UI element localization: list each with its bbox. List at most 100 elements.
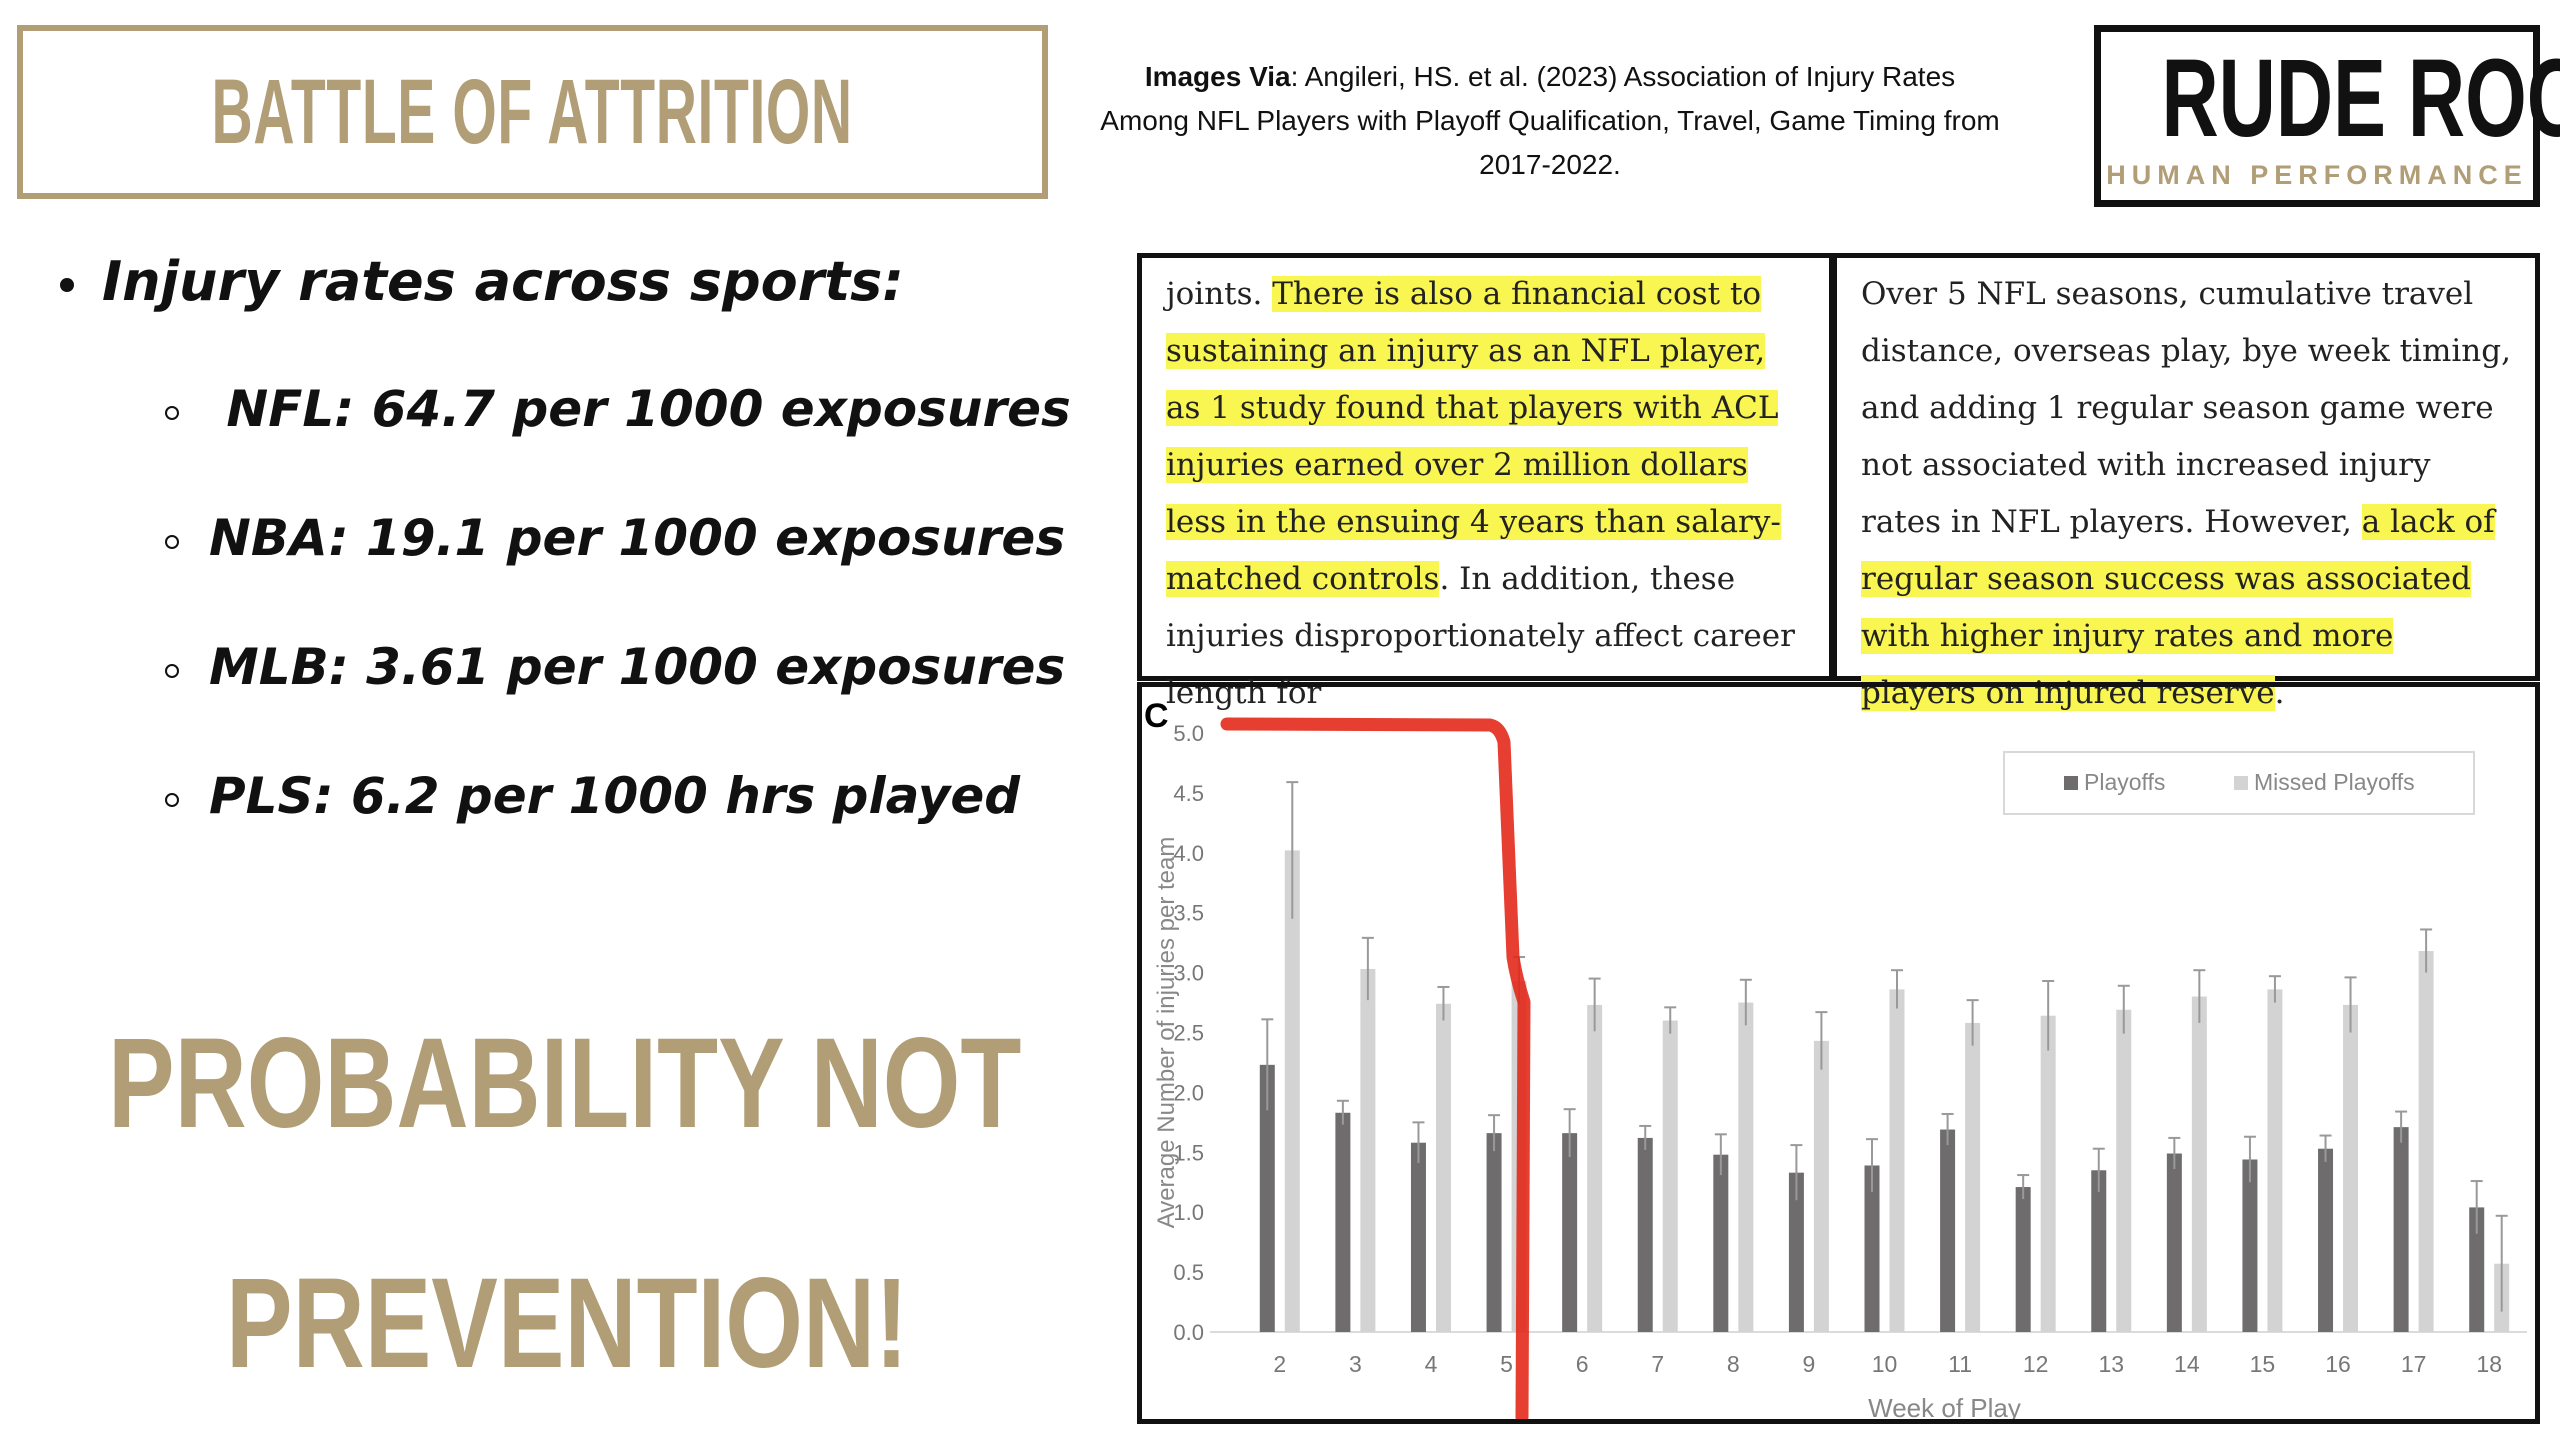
legend-label: Playoffs [2084, 769, 2165, 795]
bullet-heading: Injury rates across sports: [60, 250, 960, 313]
bullet-circle-icon [165, 792, 179, 807]
list-item: PLS: 6.2 per 1000 hrs played [165, 767, 1020, 825]
y-tick-label: 4.0 [1173, 841, 1204, 866]
list-item: MLB: 3.61 per 1000 exposures [165, 638, 1065, 696]
bar-playoffs [1864, 1165, 1880, 1332]
tagline-line1: PROBABILITY NOT [108, 1012, 1022, 1155]
y-tick-label: 5.0 [1173, 721, 1204, 746]
x-tick-label: 5 [1500, 1351, 1513, 1377]
bar-missed-playoffs [1965, 1022, 1981, 1332]
bar-playoffs [1637, 1137, 1653, 1332]
slide-title: BATTLE OF ATTRITION [211, 60, 854, 163]
y-axis-label: Average Number of injuries per team [1153, 837, 1180, 1229]
bullet-circle-icon [165, 663, 179, 678]
y-tick-label: 3.0 [1173, 961, 1204, 986]
bar-playoffs [1562, 1133, 1578, 1332]
red-annotation-line [1220, 717, 1531, 1424]
x-tick-label: 2 [1273, 1351, 1286, 1377]
bar-playoffs [2242, 1159, 2258, 1332]
bar-missed-playoffs [2418, 951, 2434, 1332]
bar-missed-playoffs [2343, 1004, 2359, 1332]
excerpt-left-highlight: There is also a financial cost to sustai… [1166, 276, 1781, 597]
bar-missed-playoffs [1360, 969, 1376, 1332]
excerpt-left-pre: joints. [1166, 276, 1273, 312]
x-tick-label: 16 [2325, 1351, 2351, 1377]
bar-playoffs [1335, 1112, 1351, 1332]
bar-playoffs [2166, 1153, 2182, 1332]
y-tick-label: 2.0 [1173, 1080, 1204, 1105]
bar-playoffs [2015, 1187, 2031, 1332]
bullet-dot-icon [60, 278, 74, 293]
list-item: NBA: 19.1 per 1000 exposures [165, 509, 1065, 567]
y-tick-label: 1.5 [1173, 1140, 1204, 1165]
paper-excerpt-left: joints. There is also a financial cost t… [1137, 253, 1834, 711]
bar-missed-playoffs [2040, 1015, 2056, 1332]
injury-chart-panel: C 0.0 0.5 1.0 1.5 2.0 2.5 3.0 3.5 4.0 4.5 5.0 Averag… [1137, 682, 2540, 1424]
bar-playoffs [1486, 1133, 1502, 1332]
bar-playoffs [2091, 1170, 2107, 1332]
y-tick-label: 3.5 [1173, 901, 1204, 926]
bar-playoffs [1713, 1154, 1729, 1332]
injury-bar-chart: C 0.0 0.5 1.0 1.5 2.0 2.5 3.0 3.5 4.0 4.5 5.0 Averag… [1144, 697, 2527, 1424]
bar-missed-playoffs [1587, 1004, 1603, 1332]
list-item-text: MLB: 3.61 per 1000 exposures [209, 638, 1066, 696]
y-tick-label: 4.5 [1173, 781, 1204, 806]
bar-missed-playoffs [1813, 1040, 1829, 1332]
x-tick-label: 14 [2174, 1351, 2200, 1377]
list-item-text: PLS: 6.2 per 1000 hrs played [209, 767, 1021, 825]
citation-label: Images Via [1144, 61, 1291, 92]
logo-wordmark: RUDE ROCK [2161, 37, 2560, 160]
citation-text: : Angileri, HS. et al. (2023) Associatio… [1100, 61, 2000, 180]
list-item-text: NBA: 19.1 per 1000 exposures [209, 509, 1066, 567]
title-box: BATTLE OF ATTRITION [17, 25, 1048, 199]
y-tick-label: 0.5 [1173, 1260, 1204, 1285]
tagline-line2: PREVENTION! [226, 1252, 909, 1395]
x-tick-label: 10 [1872, 1351, 1898, 1377]
bar-playoffs [2318, 1148, 2334, 1332]
x-tick-label: 11 [1948, 1351, 1972, 1377]
bar-missed-playoffs [1889, 989, 1905, 1332]
bar-missed-playoffs [2191, 996, 2207, 1332]
x-tick-label: 17 [2401, 1351, 2427, 1377]
bullet-circle-icon [165, 405, 179, 420]
legend-swatch [2234, 776, 2248, 790]
excerpt-right-pre: Over 5 NFL seasons, cumulative travel di… [1861, 276, 2511, 540]
x-tick-label: 8 [1727, 1351, 1740, 1377]
bullet-heading-text: Injury rates across sports: [102, 250, 904, 313]
bar-missed-playoffs [2267, 989, 2283, 1332]
x-tick-label: 18 [2476, 1351, 2502, 1377]
bar-playoffs [1788, 1172, 1804, 1332]
list-item: NFL: 64.7 per 1000 exposures [165, 380, 1071, 438]
excerpt-right-post: . [2274, 675, 2285, 711]
x-axis-label: Week of Play [1868, 1393, 2021, 1419]
x-tick-label: 15 [2250, 1351, 2276, 1377]
image-citation: Images Via: Angileri, HS. et al. (2023) … [1100, 55, 2000, 187]
panel-label: C [1144, 697, 1169, 735]
x-tick-label: 3 [1349, 1351, 1362, 1377]
bar-playoffs [1410, 1142, 1426, 1332]
bar-missed-playoffs [1284, 850, 1300, 1332]
x-tick-label: 13 [2098, 1351, 2124, 1377]
bar-missed-playoffs [1662, 1020, 1678, 1332]
paper-excerpt-right: Over 5 NFL seasons, cumulative travel di… [1832, 253, 2540, 711]
bar-playoffs [2469, 1207, 2485, 1332]
x-tick-label: 6 [1576, 1351, 1589, 1377]
legend-swatch [2064, 776, 2078, 790]
bullet-circle-icon [165, 534, 179, 549]
list-item-text: NFL: 64.7 per 1000 exposures [209, 380, 1071, 438]
x-tick-label: 7 [1651, 1351, 1664, 1377]
x-tick-label: 12 [2023, 1351, 2049, 1377]
bar-playoffs [1940, 1129, 1956, 1332]
rude-rock-logo: RUDE ROCK HUMAN PERFORMANCE [2094, 25, 2560, 207]
excerpt-left-post: . In addition, these injuries disproport… [1166, 561, 1795, 711]
bar-missed-playoffs [1435, 1003, 1451, 1332]
logo-subtitle: HUMAN PERFORMANCE [2106, 160, 2528, 190]
y-tick-label: 2.5 [1173, 1021, 1204, 1046]
y-tick-label: 1.0 [1173, 1200, 1204, 1225]
bar-missed-playoffs [2116, 1009, 2132, 1332]
x-tick-label: 4 [1425, 1351, 1438, 1377]
x-tick-label: 9 [1803, 1351, 1816, 1377]
legend-label: Missed Playoffs [2254, 769, 2415, 795]
bar-missed-playoffs [1738, 1002, 1754, 1332]
bar-playoffs [2393, 1127, 2409, 1332]
